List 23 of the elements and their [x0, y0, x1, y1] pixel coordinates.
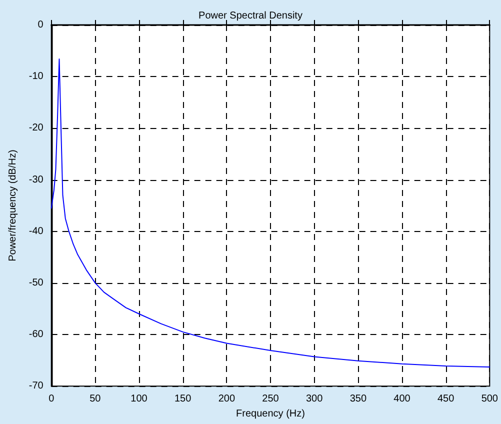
x-tick-label: 300 [306, 394, 324, 405]
x-tick-label: 200 [218, 394, 236, 405]
x-tick-label: 100 [130, 394, 148, 405]
x-tick-label: 350 [350, 394, 367, 405]
x-tick-label: 400 [394, 394, 411, 405]
x-tick-label: 450 [437, 394, 455, 405]
x-tick-label: 0 [48, 394, 55, 405]
y-tick-label: -10 [28, 71, 44, 82]
y-axis-title: Power/frequency (dB/Hz) [8, 150, 18, 262]
y-tick-label: -40 [28, 226, 44, 237]
x-tick-label: 150 [174, 394, 192, 405]
x-tick-label: 250 [262, 394, 280, 405]
x-tick-label: 50 [90, 394, 102, 405]
x-axis-title: Frequency (Hz) [236, 408, 305, 420]
line-series [50, 58, 490, 368]
y-tick-label: -60 [28, 329, 44, 340]
y-tick-label: 0 [38, 20, 44, 30]
y-tick-label: -70 [28, 380, 44, 392]
y-tick-label: -30 [28, 174, 44, 186]
y-tick-label: -50 [28, 277, 44, 288]
chart-title: Power Spectral Density [198, 10, 302, 22]
y-tick-label: -20 [28, 122, 44, 134]
x-tick-label: 500 [481, 394, 498, 405]
